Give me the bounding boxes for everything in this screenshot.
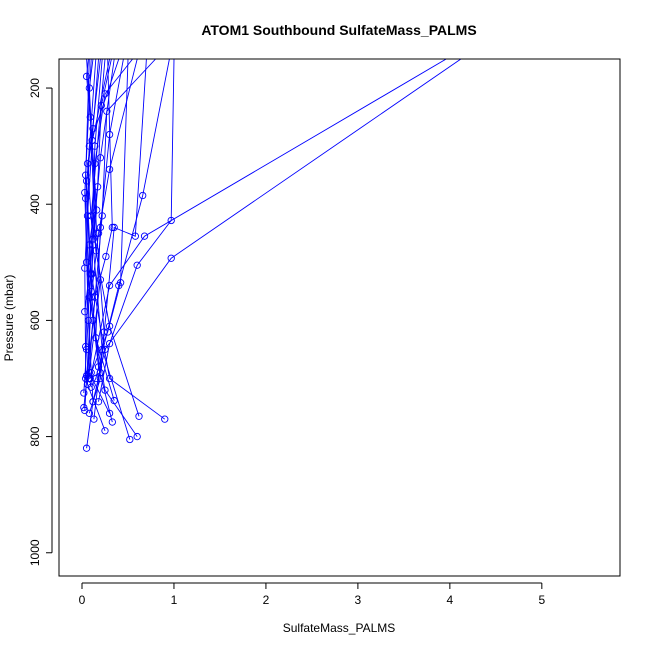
x-tick-label: 2: [263, 593, 270, 607]
data-point: [96, 374, 105, 383]
data-point: [167, 216, 175, 225]
data-point: [82, 345, 91, 354]
data-point: [81, 308, 89, 316]
data-point: [133, 261, 141, 269]
data-point: [103, 107, 111, 115]
data-point: [82, 342, 90, 351]
y-tick-label: 600: [28, 310, 42, 330]
data-point: [91, 293, 99, 301]
series-line: [98, 59, 175, 402]
data-point: [81, 188, 89, 197]
data-point: [83, 212, 92, 220]
x-axis-label: SulfateMass_PALMS: [283, 621, 396, 635]
data-point: [105, 281, 114, 290]
x-tick-label: 5: [538, 593, 545, 607]
series-line: [89, 59, 147, 379]
series-line: [84, 59, 138, 411]
data-point: [105, 339, 114, 348]
series-line: [87, 59, 133, 385]
data-point: [108, 223, 116, 232]
data-point: [108, 418, 116, 426]
data-point: [82, 171, 90, 179]
x-tick-label: 4: [447, 593, 454, 607]
data-point: [85, 84, 93, 92]
series-line: [84, 59, 99, 379]
chart-title: ATOM1 Southbound SulfateMass_PALMS: [201, 22, 476, 38]
data-point: [88, 136, 96, 144]
data-point: [82, 72, 91, 81]
series-line: [85, 59, 112, 347]
data-point: [101, 345, 109, 354]
data-point: [110, 396, 118, 405]
data-point: [110, 223, 118, 232]
y-tick-label: 800: [28, 426, 42, 446]
data-point: [86, 270, 94, 278]
data-point: [93, 183, 102, 191]
plot-frame: [58, 58, 621, 577]
data-point: [89, 125, 97, 133]
data-point: [116, 278, 125, 287]
series-line: [89, 59, 447, 379]
data-point: [84, 374, 93, 383]
data-point: [133, 432, 141, 441]
series-line: [87, 59, 113, 379]
data-point: [96, 223, 105, 232]
data-point: [131, 232, 139, 240]
data-point: [94, 398, 103, 406]
x-tick-label: 1: [171, 593, 178, 607]
x-tick-label: 0: [79, 593, 86, 607]
y-tick-label: 1000: [28, 539, 42, 566]
series-line: [88, 59, 105, 420]
data-point: [89, 398, 97, 406]
data-point: [83, 380, 92, 388]
data-point: [140, 232, 149, 240]
series-line: [86, 59, 140, 417]
x-tick-label: 3: [355, 593, 362, 607]
data-point: [85, 409, 93, 417]
data-point: [104, 328, 112, 336]
y-axis-label: Pressure (mbar): [2, 275, 16, 362]
data-point: [96, 154, 105, 162]
y-tick-label: 400: [28, 194, 42, 214]
data-point: [102, 252, 110, 261]
series-group: [80, 59, 462, 452]
data-point: [135, 412, 143, 420]
data-point: [93, 206, 101, 214]
data-point: [81, 264, 89, 272]
data-point: [80, 403, 88, 412]
data-point: [161, 415, 169, 423]
x-axis: 0 1 2 3 4 5: [79, 582, 545, 607]
data-point: [139, 191, 147, 200]
data-point: [101, 427, 109, 435]
data-point: [80, 389, 88, 397]
series-line: [84, 59, 98, 312]
data-point: [167, 254, 175, 262]
data-point: [126, 435, 134, 444]
data-point: [97, 101, 105, 110]
y-tick-label: 200: [28, 78, 42, 98]
data-point: [105, 409, 114, 417]
series-line: [92, 59, 462, 402]
y-axis: 200 400 600 800 1000: [28, 78, 53, 566]
data-point: [105, 374, 114, 383]
data-point: [82, 444, 91, 452]
data-point: [91, 159, 99, 168]
data-point: [90, 415, 98, 423]
